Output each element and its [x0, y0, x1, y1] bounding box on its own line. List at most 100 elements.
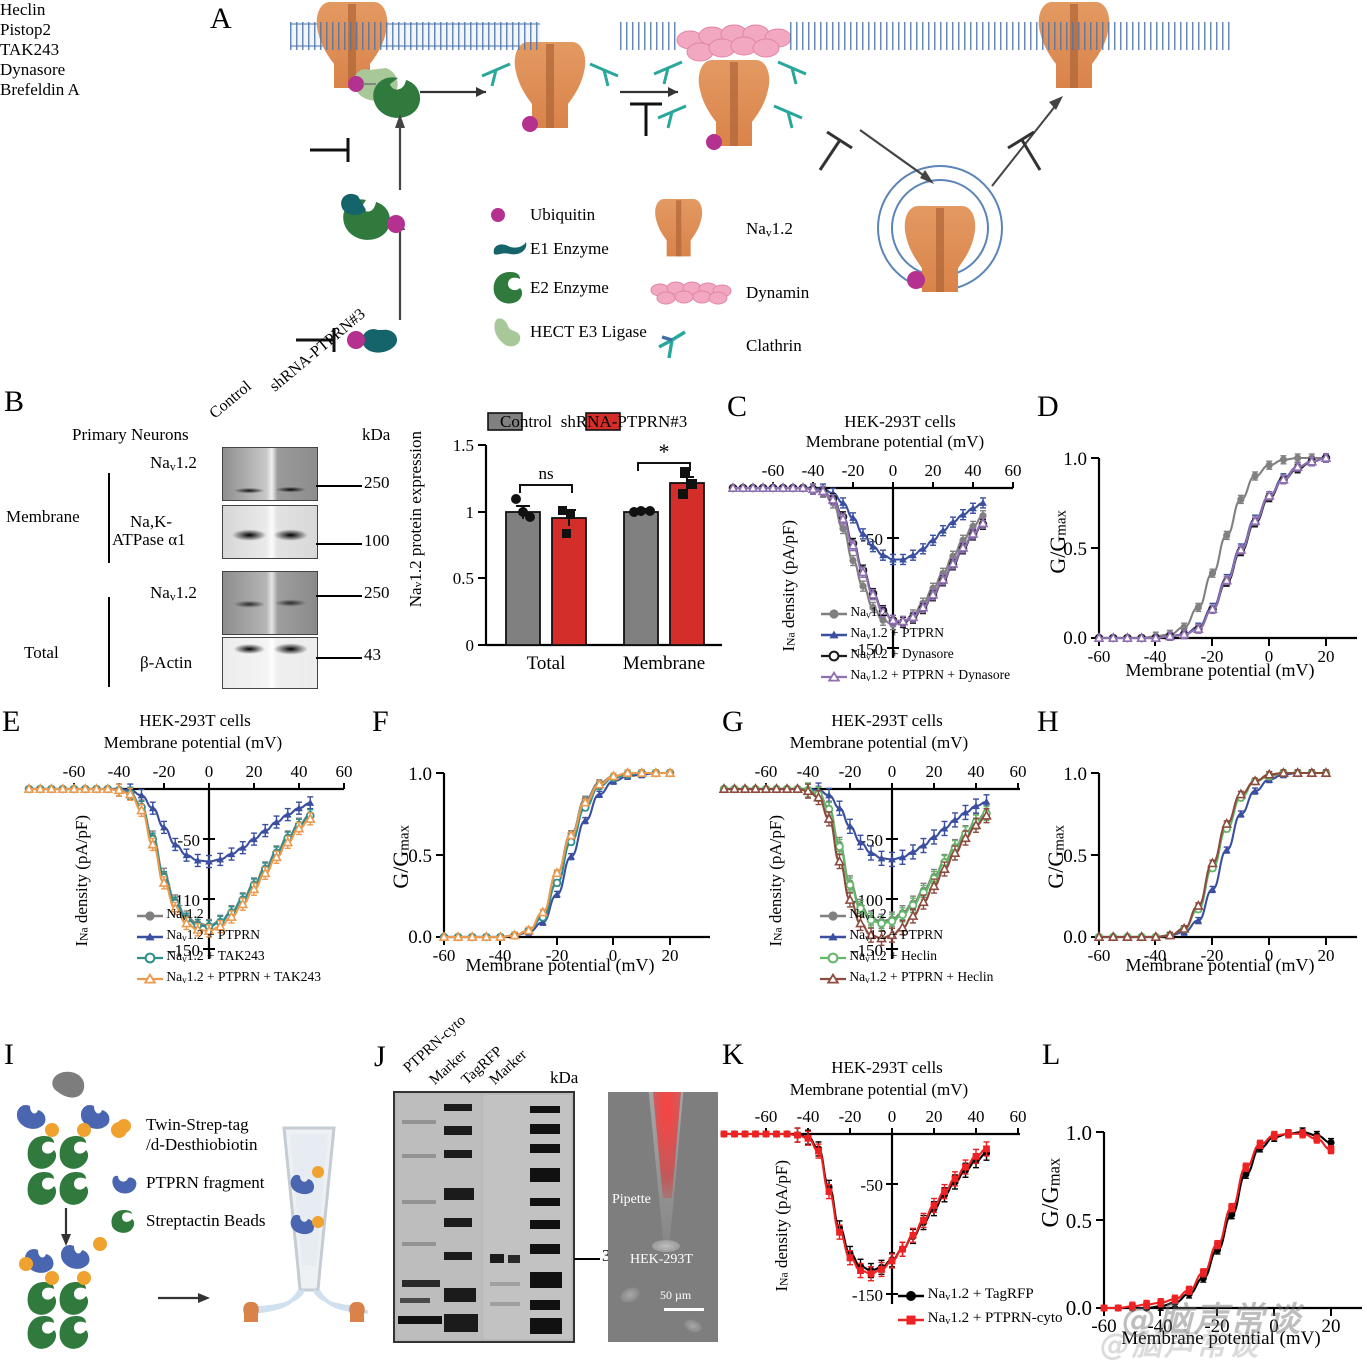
- panel-f-xtick--20: -20: [546, 946, 569, 965]
- panel-f-xtick-20: 20: [662, 946, 679, 965]
- panel-c-xtick-20: 20: [925, 461, 942, 480]
- panel-k-xtick-60: 60: [1010, 1107, 1027, 1126]
- micrograph-pipette-label: Pipette: [612, 1192, 651, 1207]
- legend-label-nav12: NavNa1.21.2: [746, 218, 793, 240]
- panel-l-xlabel: Membrane potential (mV): [1121, 1328, 1321, 1349]
- panel-d-xtick--60: -60: [1088, 647, 1111, 666]
- blot-protein-bactin: β-Actin: [140, 653, 193, 672]
- legend-label-shrna: shRNA-PTPRN#3: [561, 412, 688, 431]
- panel-d-ytick-05: 0.5: [1063, 539, 1087, 560]
- panel-e-xtick-40: 40: [291, 762, 308, 781]
- legend-marker-ptprn-dynasore: [821, 670, 847, 682]
- legend-marker-nav12: [821, 608, 847, 619]
- panel-h-gv-svg: -60 -40 -20 0 20 0.0 0.5 1.0: [1063, 764, 1357, 965]
- panel-b-barchart: Nav1.2 protein expression Control shRNA-…: [406, 407, 730, 687]
- blot-band-nav12-membrane: [222, 447, 318, 501]
- panel-h-xlabel: Membrane potential (mV): [1125, 955, 1315, 975]
- panel-k-xlabel: Membrane potential (mV): [789, 1080, 969, 1099]
- legend-marker-tak243: [137, 952, 163, 963]
- panel-l: L G/Gmax Membrane potential (mV) -60 -40…: [1038, 1010, 1367, 1350]
- panel-c-xtick-40: 40: [965, 461, 982, 480]
- panel-k-xtick-40: 40: [968, 1107, 985, 1126]
- mw-label-100: 100: [364, 531, 390, 550]
- panel-g-ytick--150: -150: [852, 941, 883, 960]
- panel-c-xtick--40: -40: [802, 461, 825, 480]
- panel-k-label: K: [722, 1038, 744, 1071]
- bar-total-shrna: [551, 517, 587, 646]
- panel-k-xtick--60: -60: [755, 1107, 778, 1126]
- panel-c-iv-svg: -60 -40 -20 0 20 40 60 -50 -150: [727, 461, 1022, 659]
- ubiquitin-icon-5: [347, 331, 365, 349]
- panel-l-gv-svg: -60 -40 -20 0 20 0.0 0.5 1.0: [1066, 1121, 1362, 1337]
- ubiquitin-icon-4: [907, 271, 925, 289]
- ptprn-fragments-top: [16, 1104, 110, 1129]
- gel-image: [393, 1091, 575, 1343]
- arrow-internalization: [859, 129, 934, 184]
- panel-d-xtick--40: -40: [1144, 647, 1167, 666]
- inhibitor-bar-pistop2: [630, 102, 662, 136]
- panel-h-xtick-20: 20: [1318, 946, 1335, 965]
- membrane-bilayer-mid: [620, 22, 680, 50]
- panel-k-ytick--150: -150: [852, 1286, 883, 1305]
- panel-e: E HEK-293T cells Membrane potential (mV)…: [0, 705, 380, 985]
- clathrin-icon-legend: [650, 328, 746, 364]
- panel-g-legend-1: Nav1.2 + PTPRN: [846, 927, 943, 944]
- legend-marker-ptprn-e: [137, 932, 163, 940]
- bracket-total: [108, 597, 110, 687]
- panel-c-xlabel: Membrane potential (mV): [805, 432, 985, 451]
- panel-i: I: [0, 1010, 370, 1350]
- panel-e-iv-svg: -60 -40 -20 0 20 40 60 -50 -110 -150: [23, 762, 353, 960]
- panel-l-xtick--60: -60: [1091, 1316, 1116, 1337]
- grey-protein-icon: [52, 1071, 85, 1098]
- panel-g-label: G: [722, 705, 744, 738]
- panel-f-gv-svg: -60 -40 -20 0 20 0.0 0.5 1.0: [408, 764, 710, 965]
- legend-marker-dynasore: [821, 650, 847, 661]
- bracket-membrane: [108, 473, 110, 563]
- micrograph-cell-label: HEK-293T: [630, 1252, 693, 1267]
- panel-e-xtick-20: 20: [246, 762, 263, 781]
- panel-e-ytick--50: -50: [177, 831, 200, 850]
- panel-l-ytick-05: 0.5: [1066, 1209, 1092, 1233]
- inhibitor-bar-tak243: [296, 328, 336, 352]
- legend-swatch-control: [487, 412, 523, 431]
- panel-c-xtick--20: -20: [842, 461, 865, 480]
- e1-enzyme-icon-mid: [362, 329, 398, 353]
- desthiobiotin-dots-bottom: [19, 1237, 107, 1285]
- panel-f-xlabel: Membrane potential (mV): [465, 955, 655, 975]
- legend-marker-nav12-g: [820, 910, 846, 921]
- panel-f-ytick-05: 0.5: [408, 846, 432, 867]
- panel-e-legend-3: Nav1.2 + PTPRN + TAK243: [163, 969, 322, 986]
- panel-k-xtick-0: 0: [888, 1107, 897, 1126]
- panel-g-xtick-40: 40: [968, 762, 985, 781]
- legend-label-ptprn-fragment: PTPRN fragment: [146, 1172, 265, 1192]
- panel-c-legend-0: Nav1.2: [847, 604, 888, 621]
- panel-k-legend-0: Nav1.2 + TagRFP: [924, 1286, 1034, 1304]
- arrow-ubiquitination-to-clathrin: [420, 87, 486, 97]
- nav12-channel-4-icon: [904, 206, 976, 292]
- legend-label-control: Control: [500, 412, 552, 431]
- legend-label-dynamin: Dynamin: [746, 283, 810, 302]
- mw-line-250b: [316, 595, 362, 597]
- panel-i-label: I: [4, 1038, 14, 1071]
- micrograph-image: Pipette HEK-293T 50 µm: [608, 1092, 718, 1342]
- desthiobiotin-dot-icon: [110, 1115, 146, 1139]
- legend-marker-ptprn-g: [820, 932, 846, 940]
- legend-label-ubiquitin: Ubiquitin: [530, 205, 596, 224]
- legend-marker-ptprn-heclin: [820, 972, 846, 984]
- ubiquitin-icon: [348, 76, 364, 92]
- inhibitor-label-heclin: Heclin: [0, 0, 46, 19]
- barchart-ytick-1: 0.5: [453, 569, 474, 588]
- sig-label-total: ns: [538, 464, 553, 483]
- panel-c-legend-1: Nav1.2 + PTPRN: [847, 625, 944, 642]
- dynamin-icon: [676, 24, 792, 62]
- blot-protein-nav12-total: Nav1.2: [150, 583, 197, 604]
- panel-e-label: E: [2, 705, 21, 738]
- panel-g-xtick-20: 20: [926, 762, 943, 781]
- gel-mw-line-35: [574, 1258, 600, 1260]
- data-points-shrna: [558, 467, 697, 538]
- panel-d: D G/Gmax Membrane potential (mV) -60 -40…: [1035, 390, 1367, 690]
- panel-c-xtick-0: 0: [889, 461, 898, 480]
- data-points-control: [511, 494, 655, 522]
- blot-band-natpase: [222, 505, 318, 559]
- panel-g-iv-svg: -60 -40 -20 0 20 40 60 -50 -100 -150: [718, 762, 1027, 960]
